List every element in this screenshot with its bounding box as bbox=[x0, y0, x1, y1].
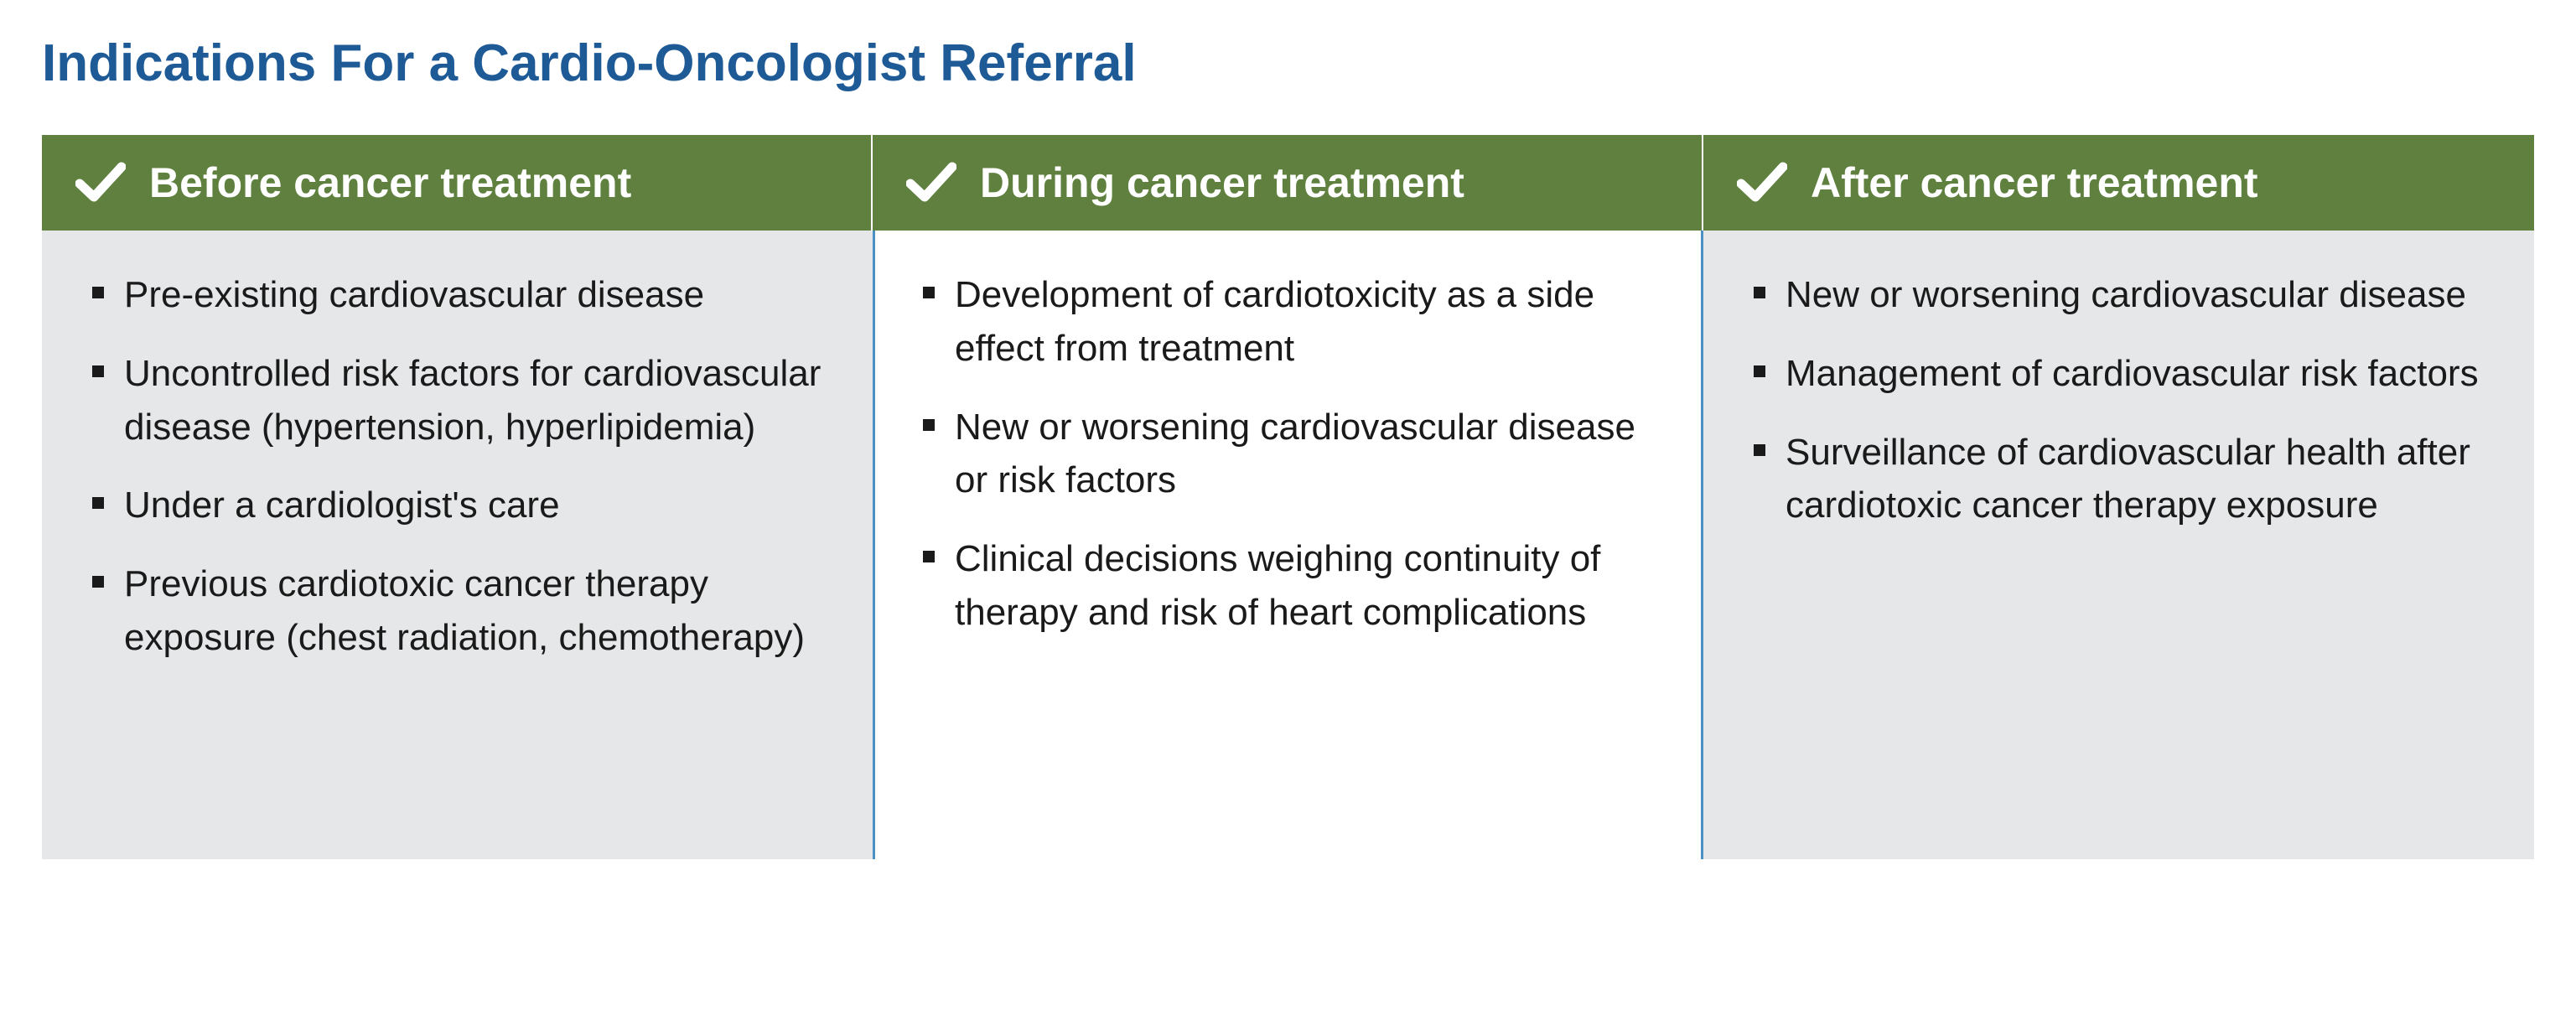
column-before: Before cancer treatment Pre-existing car… bbox=[42, 135, 873, 859]
column-body-during: Development of cardiotoxicity as a side … bbox=[873, 231, 1703, 859]
column-after: After cancer treatment New or worsening … bbox=[1703, 135, 2534, 859]
column-header-label: Before cancer treatment bbox=[149, 158, 631, 207]
column-body-before: Pre-existing cardiovascular disease Unco… bbox=[42, 231, 873, 859]
column-during: During cancer treatment Development of c… bbox=[873, 135, 1703, 859]
column-header-label: During cancer treatment bbox=[980, 158, 1464, 207]
check-icon bbox=[75, 162, 126, 204]
list-item: Surveillance of cardiovascular health af… bbox=[1754, 426, 2492, 533]
list-item: New or worsening cardiovascular disease bbox=[1754, 268, 2492, 322]
column-header-before: Before cancer treatment bbox=[42, 135, 873, 231]
check-icon bbox=[906, 162, 956, 204]
list-item: Clinical decisions weighing continuity o… bbox=[923, 532, 1661, 640]
list-item: Development of cardiotoxicity as a side … bbox=[923, 268, 1661, 376]
separator bbox=[873, 231, 875, 859]
list-item: Under a cardiologist's care bbox=[92, 479, 831, 532]
columns-container: Before cancer treatment Pre-existing car… bbox=[42, 135, 2534, 859]
list-item: Management of cardiovascular risk factor… bbox=[1754, 347, 2492, 401]
page-title: Indications For a Cardio-Oncologist Refe… bbox=[42, 34, 2534, 93]
list-item: Pre-existing cardiovascular disease bbox=[92, 268, 831, 322]
item-list: New or worsening cardiovascular disease … bbox=[1754, 268, 2492, 532]
column-header-label: After cancer treatment bbox=[1811, 158, 2258, 207]
column-header-during: During cancer treatment bbox=[873, 135, 1703, 231]
column-body-after: New or worsening cardiovascular disease … bbox=[1703, 231, 2534, 859]
check-icon bbox=[1737, 162, 1787, 204]
list-item: Uncontrolled risk factors for cardiovasc… bbox=[92, 347, 831, 454]
list-item: Previous cardiotoxic cancer therapy expo… bbox=[92, 557, 831, 665]
item-list: Development of cardiotoxicity as a side … bbox=[923, 268, 1661, 640]
list-item: New or worsening cardiovascular disease … bbox=[923, 401, 1661, 508]
item-list: Pre-existing cardiovascular disease Unco… bbox=[92, 268, 831, 665]
column-header-after: After cancer treatment bbox=[1703, 135, 2534, 231]
